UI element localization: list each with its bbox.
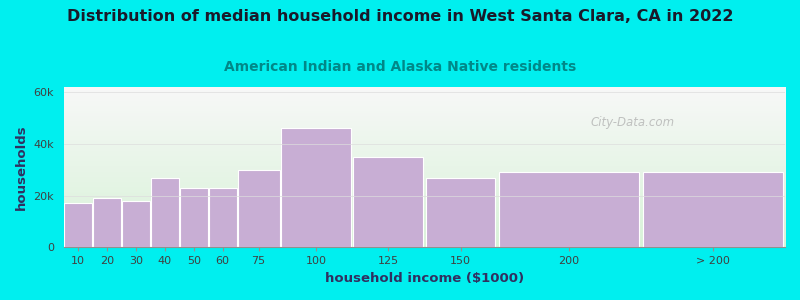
X-axis label: household income ($1000): household income ($1000) [325,272,524,285]
Y-axis label: households: households [15,124,28,210]
Bar [122,201,150,248]
Bar [426,178,495,248]
Bar [180,188,208,248]
Bar [643,172,783,248]
Bar [238,170,279,248]
Text: Distribution of median household income in West Santa Clara, CA in 2022: Distribution of median household income … [66,9,734,24]
Bar [282,128,351,248]
Bar [93,198,121,248]
Bar [151,178,179,248]
Bar [209,188,237,248]
Text: City-Data.com: City-Data.com [590,116,674,129]
Bar [354,157,423,248]
Bar [64,203,92,247]
Text: American Indian and Alaska Native residents: American Indian and Alaska Native reside… [224,60,576,74]
Bar [498,172,638,248]
